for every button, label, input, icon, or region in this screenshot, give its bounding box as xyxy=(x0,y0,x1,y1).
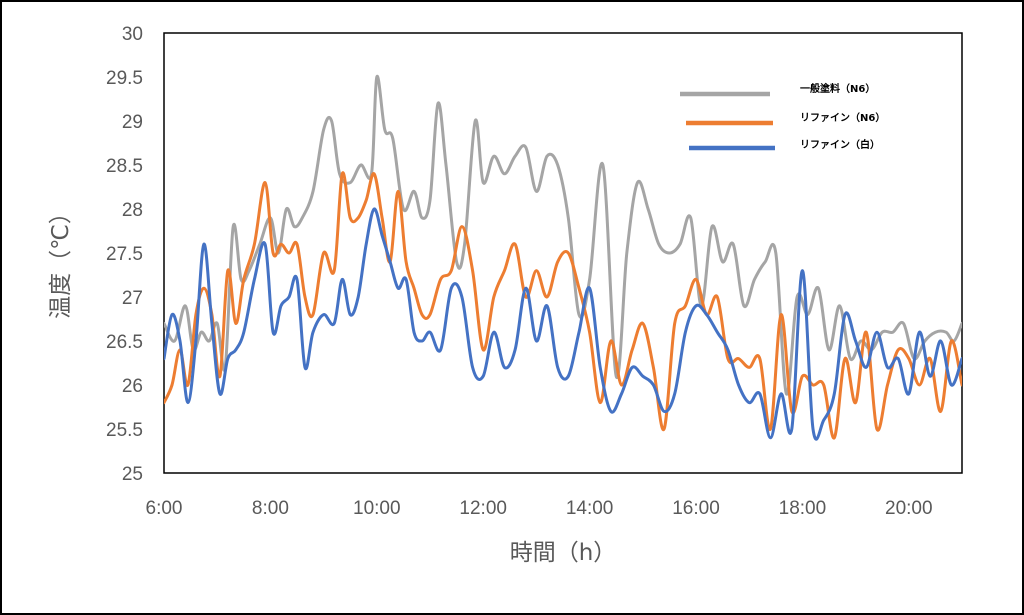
x-tick-label: 6:00 xyxy=(146,498,183,519)
x-axis-title: 時間（h） xyxy=(510,540,617,566)
y-tick-label: 28 xyxy=(122,200,143,221)
y-tick-label: 29 xyxy=(122,112,143,133)
x-tick-label: 20:00 xyxy=(885,498,933,519)
x-tick-label: 8:00 xyxy=(252,498,289,519)
legend-label: 一般塗料（N6） xyxy=(800,82,875,95)
y-tick-label: 26.5 xyxy=(106,332,143,353)
y-tick-label: 27.5 xyxy=(106,244,143,265)
x-tick-label: 10:00 xyxy=(353,498,401,519)
y-tick-label: 25.5 xyxy=(106,420,143,441)
legend-label: リファイン（N6） xyxy=(800,111,885,124)
legend: 一般塗料（N6） リファイン（N6） リファイン（白） xyxy=(680,82,885,151)
y-tick-label: 25 xyxy=(122,464,143,485)
y-axis-ticks: 25 25.5 26 26.5 27 27.5 28 28.5 29 29.5 30 xyxy=(106,24,143,485)
x-tick-label: 14:00 xyxy=(566,498,614,519)
series-line-orange xyxy=(164,171,962,440)
y-tick-label: 26 xyxy=(122,376,143,397)
y-tick-label: 30 xyxy=(122,24,143,45)
x-tick-label: 12:00 xyxy=(459,498,507,519)
legend-label: リファイン（白） xyxy=(800,138,880,151)
x-tick-label: 16:00 xyxy=(672,498,720,519)
plot-area-border xyxy=(163,32,963,474)
series-line-gray xyxy=(164,75,962,396)
y-tick-label: 29.5 xyxy=(106,68,143,89)
y-tick-label: 28.5 xyxy=(106,156,143,177)
series-line-blue xyxy=(164,207,962,441)
y-axis-title: 温度（℃） xyxy=(48,201,74,319)
series-lines xyxy=(164,75,962,441)
x-tick-label: 18:00 xyxy=(779,498,827,519)
y-tick-label: 27 xyxy=(122,288,143,309)
x-axis-ticks: 6:00 8:00 10:00 12:00 14:00 16:00 18:00 20:00 xyxy=(146,498,933,519)
